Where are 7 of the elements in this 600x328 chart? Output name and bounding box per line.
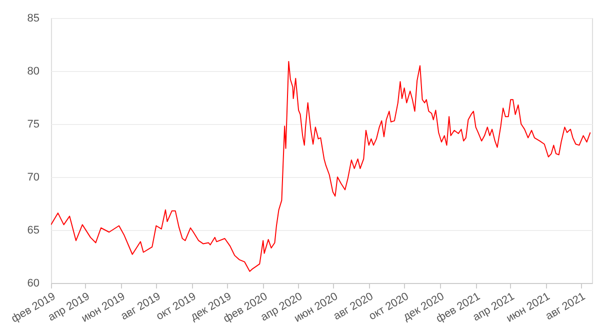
y-tick-label: 80	[27, 66, 40, 78]
y-tick-label: 85	[27, 12, 40, 24]
y-tick-label: 60	[27, 278, 40, 290]
y-tick-label: 75	[27, 118, 40, 130]
y-tick-label: 70	[27, 172, 40, 184]
line-series	[51, 60, 591, 272]
y-tick-label: 65	[27, 224, 40, 236]
